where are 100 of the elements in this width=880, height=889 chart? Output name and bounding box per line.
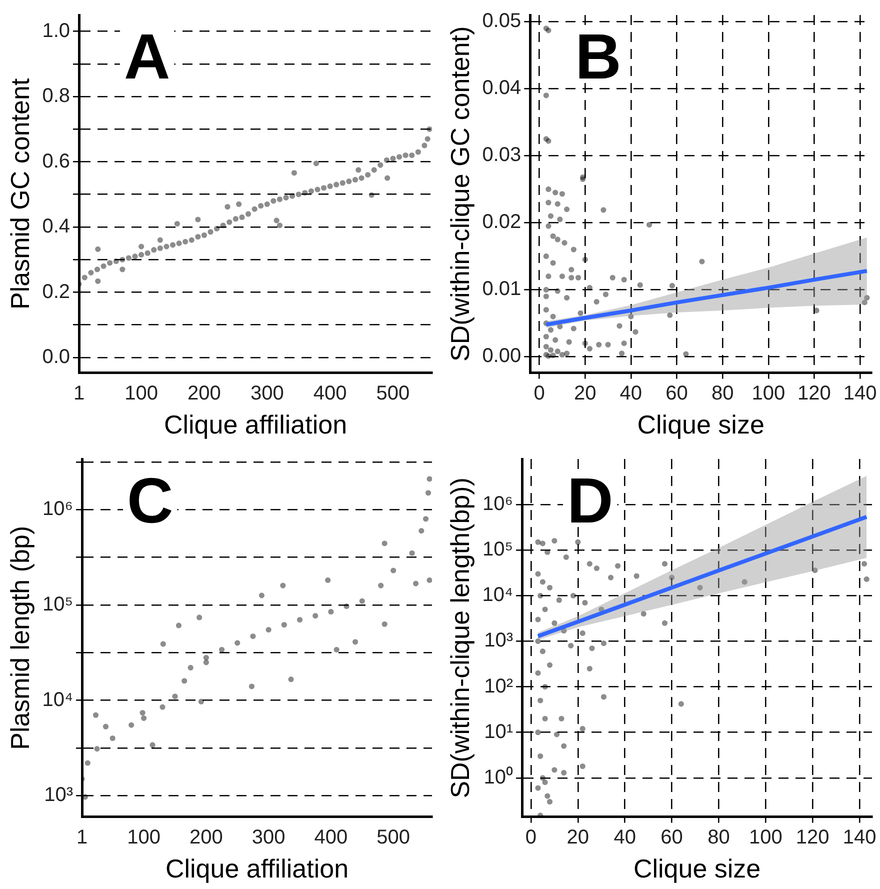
point — [409, 550, 415, 556]
x-tick-label: 200 — [189, 826, 223, 848]
point — [150, 742, 156, 748]
point — [128, 722, 134, 728]
x-tick-label: 200 — [188, 382, 221, 404]
point — [258, 592, 264, 598]
point — [288, 676, 294, 682]
point — [198, 698, 204, 704]
y-tick-label: 0.6 — [42, 150, 70, 172]
x-tick-label: 0 — [534, 382, 545, 404]
y-tick-label: 10⁵ — [42, 594, 74, 616]
point — [203, 654, 209, 660]
point — [422, 516, 429, 522]
y-tick-label: 0.00 — [482, 345, 522, 368]
x-tick-label: 300 — [252, 826, 286, 848]
x-tick-label: 500 — [376, 382, 410, 404]
y-tick-label: 0.8 — [42, 85, 70, 108]
point — [328, 608, 334, 615]
annotation: D — [567, 464, 614, 537]
x-tick-label: 100 — [127, 826, 160, 848]
point — [102, 724, 109, 730]
y-tick-label: 10⁶ — [42, 498, 74, 520]
x-axis-title: Clique size — [637, 410, 764, 440]
point — [160, 641, 166, 647]
point — [234, 640, 240, 646]
y-axis-title: Plasmid length (bp) — [4, 526, 35, 750]
point — [334, 646, 340, 652]
point — [110, 735, 116, 742]
x-axis-title: Clique size — [633, 854, 761, 884]
y-tick-label: 0.2 — [42, 280, 70, 303]
x-tick-label: 100 — [752, 382, 786, 404]
x-tick-label: 100 — [748, 826, 782, 848]
x-tick-label: 100 — [124, 382, 158, 404]
point — [425, 490, 432, 496]
point — [378, 582, 384, 588]
y-tick-label: 10² — [484, 675, 514, 698]
y-tick-label: 10³ — [484, 630, 514, 652]
x-tick-label: 40 — [614, 826, 636, 848]
point — [196, 614, 202, 620]
point — [141, 715, 147, 721]
x-tick-label: 80 — [711, 382, 734, 404]
x-tick-label: 1 — [73, 382, 85, 404]
x-tick-label: 20 — [566, 826, 590, 848]
point — [250, 633, 256, 640]
point — [344, 603, 350, 610]
point — [382, 621, 388, 627]
y-axis-title: SD(within-clique length(bp)) — [444, 477, 475, 798]
point — [280, 582, 286, 588]
y-tick-label: 10⁵ — [482, 538, 514, 561]
y-tick-label: 0.4 — [42, 216, 70, 238]
y-tick-label: 0.01 — [482, 278, 522, 300]
point — [182, 678, 188, 684]
x-tick-label: 120 — [796, 826, 830, 848]
point — [172, 694, 178, 700]
x-axis-title: Clique affiliation — [164, 410, 348, 440]
y-axis-title: Plasmid GC content — [4, 78, 35, 310]
y-tick-label: 10³ — [44, 784, 74, 806]
point — [382, 540, 388, 546]
point — [140, 710, 146, 716]
point — [94, 746, 100, 752]
y-tick-label: 10⁶ — [482, 493, 514, 516]
x-tick-label: 60 — [660, 826, 683, 848]
y-tick-label: 0.02 — [482, 211, 522, 234]
point — [418, 528, 424, 534]
point — [412, 580, 419, 586]
y-tick-label: 0.0 — [42, 346, 70, 368]
x-tick-label: 140 — [842, 826, 876, 848]
point — [203, 660, 209, 666]
y-tick-label: 0.04 — [482, 77, 522, 100]
point — [248, 684, 255, 690]
point — [426, 476, 432, 482]
point — [312, 613, 318, 619]
annotation: C — [127, 464, 174, 537]
x-tick-label: 400 — [314, 826, 348, 848]
annotation: B — [575, 20, 622, 93]
point — [325, 577, 331, 583]
y-tick-label: 10⁴ — [482, 584, 514, 606]
x-tick-label: 20 — [574, 382, 596, 404]
point — [426, 577, 432, 583]
y-tick-label: 1.0 — [42, 20, 70, 42]
y-tick-label: 10¹ — [484, 720, 514, 743]
x-axis-title: Clique affiliation — [165, 854, 349, 884]
y-tick-label: 10⁰ — [484, 765, 514, 788]
point — [92, 712, 99, 718]
x-tick-label: 300 — [250, 382, 284, 404]
point — [352, 639, 358, 645]
x-tick-label: 40 — [620, 382, 642, 404]
point — [296, 616, 303, 623]
y-tick-label: 0.03 — [482, 144, 522, 166]
x-tick-label: 0 — [525, 826, 537, 848]
point — [390, 568, 396, 574]
x-tick-label: 400 — [313, 382, 347, 404]
x-tick-label: 1 — [76, 826, 88, 848]
point — [281, 622, 287, 628]
y-tick-label: 0.05 — [482, 10, 522, 32]
point — [84, 760, 90, 766]
point — [218, 646, 225, 652]
x-tick-label: 500 — [376, 826, 410, 848]
point — [266, 626, 272, 633]
y-axis-title: SD(within-clique GC content) — [444, 26, 475, 362]
